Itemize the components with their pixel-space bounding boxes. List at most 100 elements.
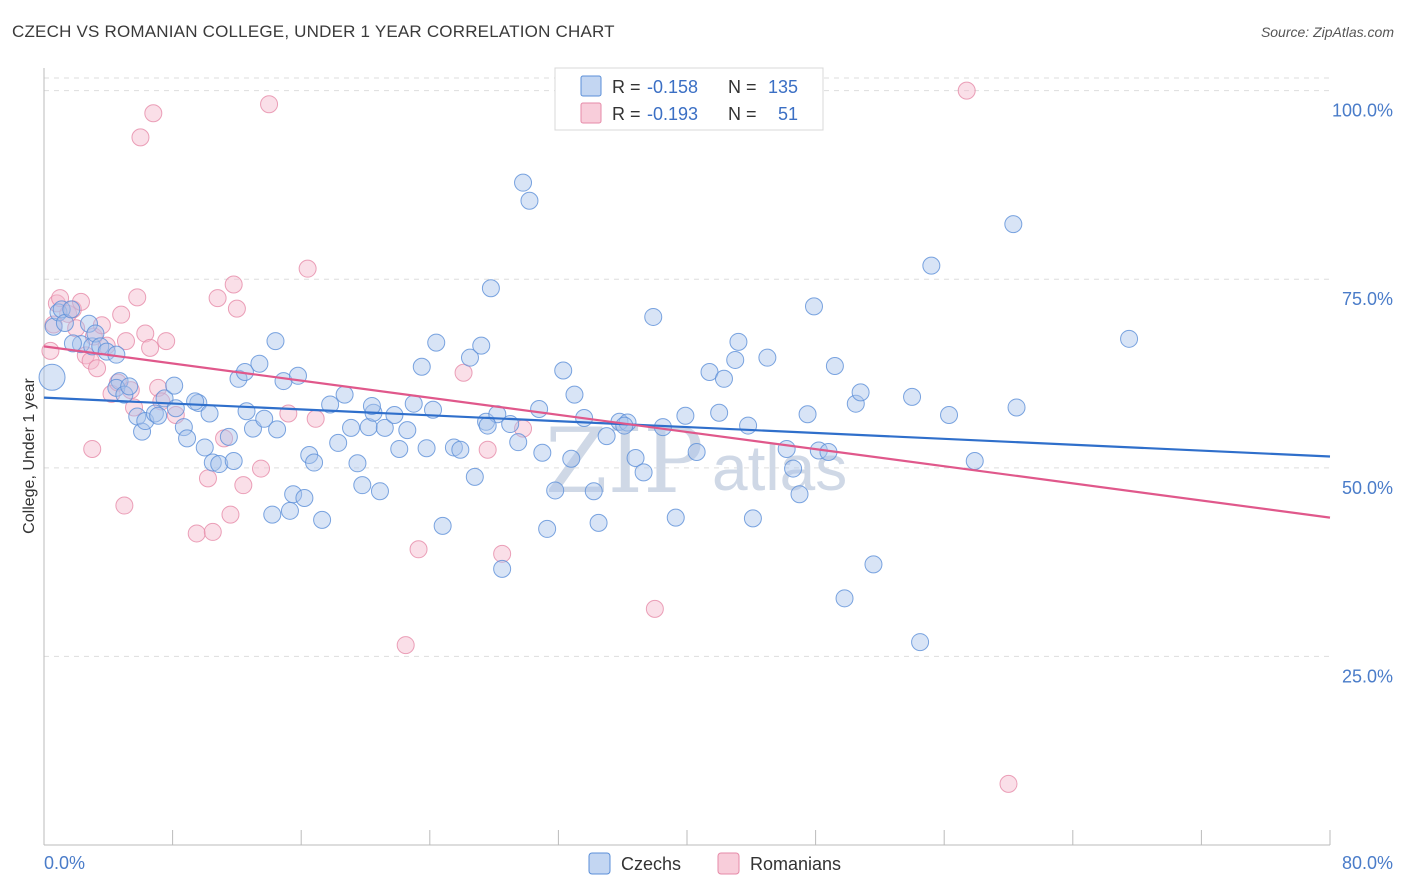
romanian-point: [128, 288, 147, 307]
czech-point: [404, 394, 423, 413]
czech-point: [44, 317, 63, 336]
romanian-point: [149, 378, 168, 397]
czech-point: [493, 559, 512, 578]
czech-point: [911, 633, 930, 652]
czech-point: [538, 519, 557, 538]
czech-point: [186, 392, 205, 411]
czech-point: [835, 589, 854, 608]
czech-point: [758, 348, 777, 367]
romanian-n-label: N =: [728, 104, 757, 124]
czech-point: [784, 459, 803, 478]
romanian-point: [493, 544, 512, 563]
romanian-n-value: 51: [778, 104, 798, 124]
czech-point: [263, 505, 282, 524]
czech-point: [589, 513, 608, 532]
czech-point: [417, 439, 436, 458]
czech-point: [353, 476, 372, 495]
watermark-atlas: atlas: [712, 432, 847, 504]
czech-point: [145, 404, 164, 423]
romanian-point: [306, 409, 325, 428]
czech-point: [224, 452, 243, 471]
czech-point: [284, 485, 303, 504]
romanian-point: [227, 299, 246, 318]
romanian-r-value: -0.193: [647, 104, 698, 124]
czech-r-label: R =: [612, 77, 641, 97]
czech-point: [427, 333, 446, 352]
romanian-point: [224, 275, 243, 294]
romanian-point: [252, 459, 271, 478]
czech-point: [165, 376, 184, 395]
czech-point: [700, 363, 719, 382]
romanians-legend-swatch: [717, 852, 740, 875]
czech-point: [178, 429, 197, 448]
romanians-legend-label: Romanians: [750, 854, 841, 874]
czech-point: [174, 418, 193, 437]
romanian-point: [116, 332, 135, 351]
romanian-point: [298, 259, 317, 278]
czech-point: [370, 482, 389, 501]
czech-point: [189, 393, 208, 412]
czech-r-value: -0.158: [647, 77, 698, 97]
czech-point: [1004, 215, 1023, 234]
czech-point: [481, 279, 500, 298]
czech-point: [166, 399, 185, 418]
x-ticks: [43, 830, 1331, 845]
romanian-point: [221, 505, 240, 524]
romanian-point: [41, 341, 60, 360]
chart-title: CZECH VS ROMANIAN COLLEGE, UNDER 1 YEAR …: [12, 22, 615, 41]
czech-point: [472, 336, 491, 355]
czech-legend-swatch: [580, 75, 602, 97]
czech-point: [219, 427, 238, 446]
y-tick-label-25: 25.0%: [1342, 666, 1393, 686]
czech-point: [268, 420, 287, 439]
czech-point: [313, 510, 332, 529]
czech-point: [597, 427, 616, 446]
romanian-point: [157, 332, 176, 351]
czech-point: [266, 332, 285, 351]
czech-point: [115, 385, 134, 404]
romanian-point: [102, 384, 121, 403]
czech-point: [846, 394, 865, 413]
romanian-point: [999, 774, 1018, 793]
romanian-point: [203, 522, 222, 541]
czech-point: [710, 403, 729, 422]
czech-point: [533, 443, 552, 462]
czech-point: [195, 438, 214, 457]
czech-point: [398, 421, 417, 440]
czech-point: [530, 399, 549, 418]
romanian-point: [198, 469, 217, 488]
czech-point: [940, 406, 959, 425]
romanian-point: [454, 363, 473, 382]
czech-point: [63, 334, 82, 353]
czech-point: [1120, 329, 1139, 348]
czech-point: [520, 191, 539, 210]
czech-point: [424, 400, 443, 419]
romanian-point: [144, 104, 163, 123]
romanian-point: [71, 292, 90, 311]
czech-point: [562, 449, 581, 468]
czech-point: [305, 453, 324, 472]
czech-point: [229, 369, 248, 388]
czech-point: [38, 363, 66, 391]
czech-point: [390, 439, 409, 458]
czechs-legend-swatch: [588, 852, 611, 875]
czech-point: [465, 467, 484, 486]
czech-point: [546, 481, 565, 500]
czech-point: [280, 501, 299, 520]
romanian-point: [88, 359, 107, 378]
czech-point: [1007, 398, 1026, 417]
series-legend: Czechs Romanians: [588, 852, 841, 875]
czech-point: [80, 314, 99, 333]
romanian-point: [187, 524, 206, 543]
romanian-point: [141, 338, 160, 357]
czech-point: [133, 422, 152, 441]
romanian-point: [51, 289, 70, 308]
romanian-point: [409, 540, 428, 559]
czech-point: [348, 454, 367, 473]
czech-point: [790, 485, 809, 504]
czech-point: [362, 396, 381, 415]
romanian-legend-swatch: [580, 102, 602, 124]
romanian-r-label: R =: [612, 104, 641, 124]
romanian-point: [131, 128, 150, 147]
